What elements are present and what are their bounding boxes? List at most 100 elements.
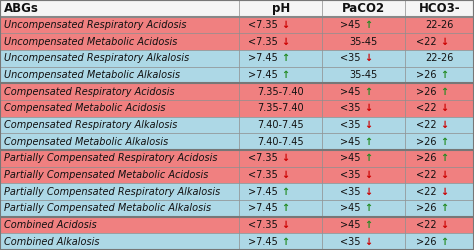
Text: ↑: ↑ [364, 20, 372, 30]
Text: <7.35: <7.35 [248, 20, 281, 30]
Bar [405, 183, 474, 200]
Text: >26: >26 [416, 153, 439, 163]
Bar [0, 200, 239, 217]
Bar [405, 100, 474, 117]
Text: Uncompensated Respiratory Acidosis: Uncompensated Respiratory Acidosis [4, 20, 186, 30]
Bar [239, 133, 322, 150]
Text: >26: >26 [416, 70, 439, 80]
Text: ↑: ↑ [439, 237, 448, 247]
Bar [405, 17, 474, 33]
Bar [239, 167, 322, 183]
Text: 7.40-7.45: 7.40-7.45 [257, 137, 304, 147]
Text: ↓: ↓ [364, 120, 372, 130]
Text: >7.45: >7.45 [248, 203, 281, 213]
Text: ↑: ↑ [439, 203, 448, 213]
Bar [0, 0, 474, 17]
Text: ↑: ↑ [439, 87, 448, 97]
Text: <22: <22 [416, 120, 439, 130]
Text: <22: <22 [416, 37, 439, 47]
Text: Partially Compensated Metabolic Acidosis: Partially Compensated Metabolic Acidosis [4, 170, 208, 180]
Bar [239, 50, 322, 67]
Text: ↑: ↑ [281, 203, 289, 213]
Bar [0, 67, 239, 83]
Text: >45: >45 [340, 153, 364, 163]
Text: Partially Compensated Metabolic Alkalosis: Partially Compensated Metabolic Alkalosi… [4, 203, 211, 213]
Text: ↓: ↓ [439, 103, 448, 113]
Bar [239, 150, 322, 167]
Text: ↓: ↓ [281, 170, 289, 180]
Text: Compensated Respiratory Acidosis: Compensated Respiratory Acidosis [4, 87, 174, 97]
Bar [405, 50, 474, 67]
Bar [405, 200, 474, 217]
Text: ↑: ↑ [364, 203, 372, 213]
Text: ↑: ↑ [281, 237, 289, 247]
Text: <22: <22 [416, 103, 439, 113]
Text: >26: >26 [416, 203, 439, 213]
Text: Partially Compensated Respiratory Alkalosis: Partially Compensated Respiratory Alkalo… [4, 187, 220, 197]
Text: Compensated Respiratory Alkalosis: Compensated Respiratory Alkalosis [4, 120, 177, 130]
Text: <7.35: <7.35 [248, 153, 281, 163]
Text: ↓: ↓ [364, 187, 372, 197]
Bar [239, 67, 322, 83]
Bar [239, 33, 322, 50]
Text: HCO3-: HCO3- [419, 2, 460, 15]
Text: Compensated Metabolic Acidosis: Compensated Metabolic Acidosis [4, 103, 165, 113]
Bar [322, 17, 405, 33]
Text: 35-45: 35-45 [350, 37, 378, 47]
Text: <22: <22 [416, 220, 439, 230]
Bar [239, 100, 322, 117]
Text: Compensated Metabolic Alkalosis: Compensated Metabolic Alkalosis [4, 137, 168, 147]
Text: Uncompensated Metabolic Alkalosis: Uncompensated Metabolic Alkalosis [4, 70, 180, 80]
Bar [322, 150, 405, 167]
Text: <35: <35 [340, 120, 364, 130]
Text: ↑: ↑ [364, 220, 372, 230]
Text: ↓: ↓ [364, 53, 372, 63]
Text: Combined Alkalosis: Combined Alkalosis [4, 237, 99, 247]
Text: <35: <35 [340, 170, 364, 180]
Text: ↓: ↓ [439, 187, 448, 197]
Text: >7.45: >7.45 [248, 70, 281, 80]
Text: >45: >45 [340, 87, 364, 97]
Bar [405, 67, 474, 83]
Text: 7.35-7.40: 7.35-7.40 [257, 103, 304, 113]
Text: <22: <22 [416, 187, 439, 197]
Text: ↑: ↑ [364, 137, 372, 147]
Bar [0, 167, 239, 183]
Bar [0, 33, 239, 50]
Text: ↓: ↓ [281, 220, 289, 230]
Text: ABGs: ABGs [4, 2, 39, 15]
Bar [239, 17, 322, 33]
Text: <35: <35 [340, 187, 364, 197]
Bar [322, 100, 405, 117]
Text: Uncompensated Respiratory Alkalosis: Uncompensated Respiratory Alkalosis [4, 53, 189, 63]
Bar [322, 167, 405, 183]
Bar [0, 100, 239, 117]
Bar [322, 33, 405, 50]
Text: ↑: ↑ [439, 137, 448, 147]
Text: 7.35-7.40: 7.35-7.40 [257, 87, 304, 97]
Text: ↑: ↑ [281, 187, 289, 197]
Text: <35: <35 [340, 237, 364, 247]
Bar [405, 233, 474, 250]
Text: Combined Acidosis: Combined Acidosis [4, 220, 97, 230]
Bar [322, 233, 405, 250]
Bar [322, 0, 405, 17]
Text: >7.45: >7.45 [248, 237, 281, 247]
Bar [405, 33, 474, 50]
Bar [405, 217, 474, 233]
Text: Uncompensated Metabolic Acidosis: Uncompensated Metabolic Acidosis [4, 37, 177, 47]
Bar [322, 200, 405, 217]
Bar [0, 50, 239, 67]
Bar [322, 83, 405, 100]
Bar [0, 150, 239, 167]
Bar [239, 183, 322, 200]
Text: Partially Compensated Respiratory Acidosis: Partially Compensated Respiratory Acidos… [4, 153, 217, 163]
Text: ↑: ↑ [439, 153, 448, 163]
Bar [322, 117, 405, 133]
Bar [405, 150, 474, 167]
Text: ↑: ↑ [364, 153, 372, 163]
Bar [322, 183, 405, 200]
Bar [322, 50, 405, 67]
Text: >45: >45 [340, 137, 364, 147]
Text: ↓: ↓ [439, 37, 448, 47]
